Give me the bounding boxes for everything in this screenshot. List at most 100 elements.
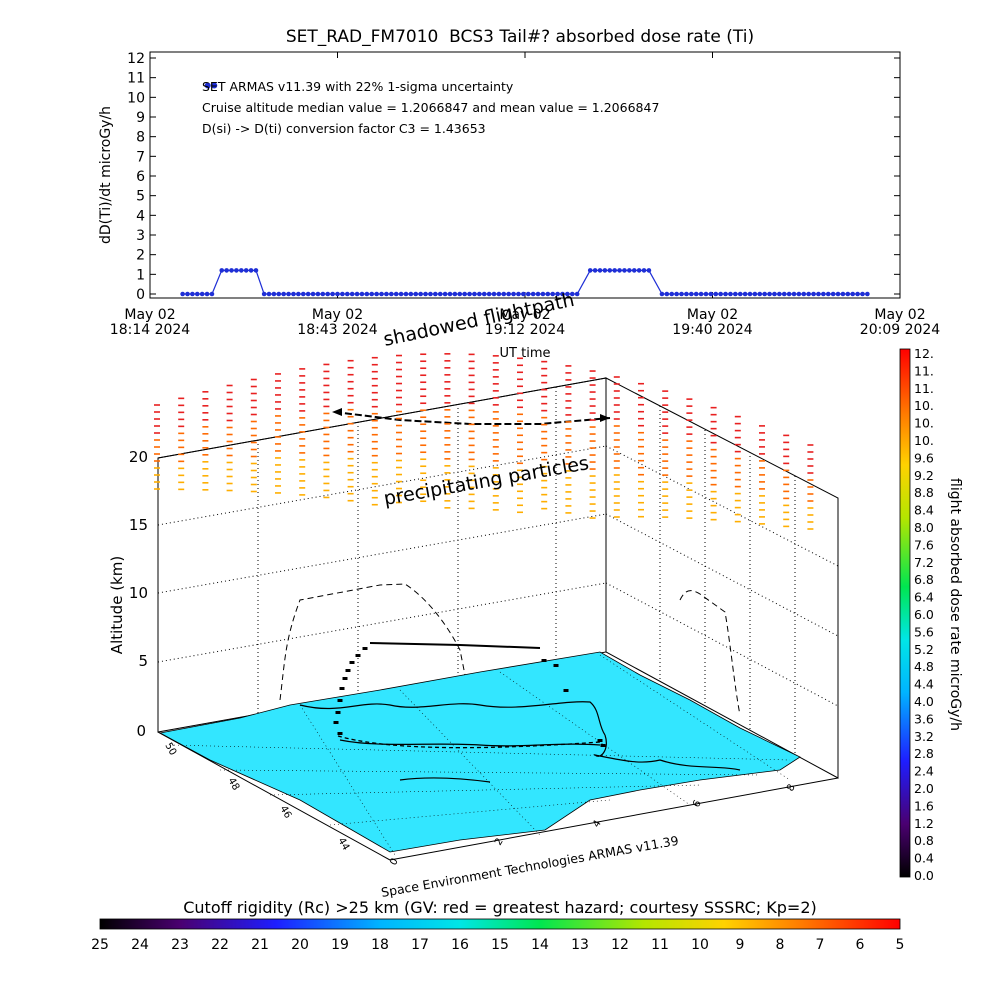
dose-colorbar: 12. 11. 11. 10. 10. 10. 9.6 9.2 8.8 8.4 8.0 7.6 7.2 6…: [899, 346, 963, 883]
dose-tick-label: 1.6: [914, 798, 934, 813]
alt-tick-0: 0: [136, 722, 146, 740]
flightpath-shadow: [279, 583, 741, 716]
dose-rate-point: [194, 291, 200, 297]
perspective-panel: shadowed flightpath precipitating partic…: [108, 289, 839, 900]
dose-rate-point: [457, 291, 463, 297]
flight-marker: [541, 659, 547, 662]
dose-rate-point: [747, 291, 753, 297]
dose-rate-point: [622, 268, 627, 273]
dose-tick-label: 9.6: [914, 450, 934, 465]
lat-axis: [157, 731, 391, 861]
dose-rate-point: [752, 291, 758, 297]
dose-rate-point: [248, 268, 254, 273]
dose-rate-point: [300, 291, 306, 297]
dose-tick-label: 0.0: [914, 868, 934, 883]
dose-rate-point: [587, 268, 593, 273]
dose-rate-point: [602, 268, 608, 273]
dose-rate-point: [636, 268, 642, 273]
dose-rate-point: [830, 291, 836, 297]
lon-tick-4: 4: [591, 818, 604, 829]
particle-columns: [154, 353, 814, 530]
alt-tick-10: 10: [129, 584, 148, 602]
dose-rate-point: [253, 268, 259, 273]
dose-rate-point: [631, 268, 637, 273]
dose-rate-point: [708, 291, 714, 297]
ts-ytick-label: 10: [127, 90, 145, 106]
dose-tick-label: 6.4: [914, 590, 934, 605]
dose-rate-point: [516, 291, 521, 297]
dose-tick-label: 0.8: [914, 833, 934, 848]
dose-rate-point: [335, 291, 340, 297]
dose-rate-point: [806, 291, 811, 297]
dose-tick-label: 2.4: [914, 764, 934, 779]
dose-tick-label: 1.2: [914, 816, 934, 831]
dose-rate-point: [447, 291, 453, 297]
ts-ytick-label: 11: [127, 71, 145, 87]
altitude-ticks: 0 5 10 15 20: [129, 448, 148, 740]
dose-rate-point: [597, 268, 603, 273]
dose-rate-point: [835, 291, 841, 297]
dose-rate-point: [374, 291, 379, 297]
dose-rate-point: [786, 291, 792, 297]
dose-rate-point: [261, 291, 267, 297]
dose-rate-point: [737, 291, 743, 297]
ts-xtick-label-time: 19:12 2024: [485, 322, 566, 338]
dose-tick-label: 6.0: [914, 607, 934, 622]
rigidity-tick-label: 12: [611, 937, 629, 953]
dose-rate-point: [428, 291, 433, 297]
dose-rate-point: [535, 291, 541, 297]
dose-rate-point: [271, 291, 277, 297]
map-gridlines: [169, 654, 791, 856]
dose-rate-point: [521, 291, 526, 297]
lon-tick-6: 6: [691, 798, 704, 809]
dose-rate-point: [816, 291, 821, 297]
dose-tick-label: 4.8: [914, 659, 934, 674]
altitude-axis-label: Altitude (km): [108, 556, 126, 654]
dose-tick-label: 11.: [914, 363, 934, 378]
dose-rate-point: [472, 291, 477, 297]
dose-rate-point: [855, 291, 860, 297]
ts-ytick-label: 1: [136, 267, 145, 283]
rigidity-tick-label: 9: [736, 937, 745, 953]
rigidity-tick-label: 21: [251, 937, 269, 953]
lon-tick-8: 8: [785, 782, 798, 793]
flightpath-climb-markers: [333, 647, 606, 747]
dose-rate-point: [664, 291, 670, 297]
dose-rate-line: [182, 269, 868, 295]
dose-tick-label: 3.6: [914, 711, 934, 726]
dose-rate-point: [234, 268, 239, 273]
dose-rate-point: [607, 268, 613, 273]
dose-rate-point: [757, 291, 763, 297]
rigidity-tick-label: 7: [816, 937, 825, 953]
dose-tick-label: 2.0: [914, 781, 934, 796]
rigidity-tick-label: 8: [776, 937, 785, 953]
flight-marker: [563, 689, 569, 692]
ts-ytick-label: 5: [136, 189, 145, 205]
legend-marker-point: [211, 82, 218, 89]
ts-xtick-label-date: May 02: [874, 307, 925, 323]
flight-marker: [597, 739, 603, 742]
dose-tick-label: 10.: [914, 398, 934, 413]
flight-marker: [337, 732, 343, 735]
dose-rate-point: [344, 291, 350, 297]
dose-tick-label: 5.2: [914, 642, 934, 657]
dose-rate-point: [320, 291, 326, 297]
rigidity-tick-label: 22: [211, 937, 229, 953]
legend-marker-point: [204, 82, 211, 89]
dose-rate-point: [190, 291, 195, 297]
top-edge: [157, 377, 607, 459]
dose-rate-point: [641, 268, 647, 273]
dose-rate-point: [340, 291, 345, 297]
rigidity-tick-label: 10: [691, 937, 709, 953]
dose-rate-point: [627, 268, 632, 273]
rigidity-tick-label: 15: [491, 937, 509, 953]
dose-rate-point: [679, 291, 684, 297]
annotation-conversion: D(si) -> D(ti) conversion factor C3 = 1.…: [202, 121, 486, 136]
dose-rate-point: [224, 268, 229, 273]
dose-rate-point: [669, 291, 675, 297]
ts-ytick-label: 9: [136, 110, 145, 126]
dose-rate-point: [742, 291, 748, 297]
alt-tick-15: 15: [129, 516, 148, 534]
dose-rate-point: [359, 291, 365, 297]
dose-rate-point: [525, 291, 531, 297]
